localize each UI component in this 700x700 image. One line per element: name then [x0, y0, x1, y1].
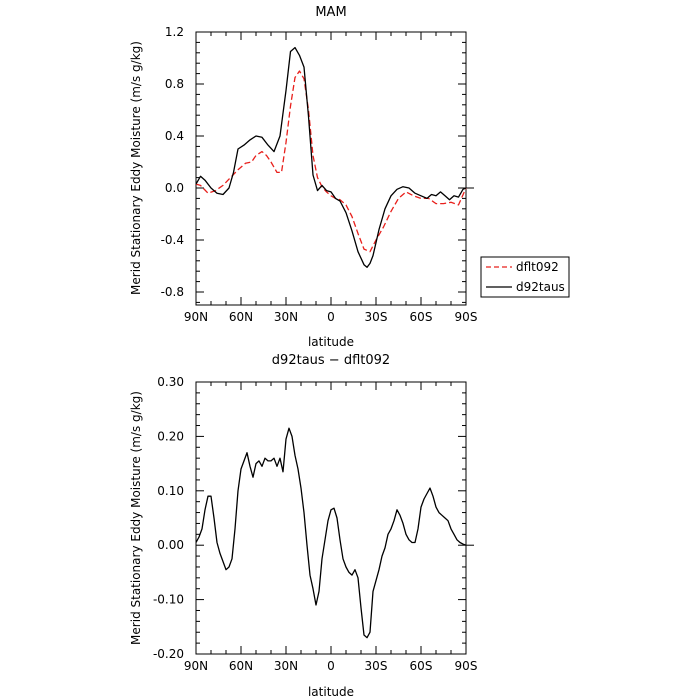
x-axis-label: latitude	[308, 335, 354, 349]
y-tick-label: 0.8	[165, 77, 184, 91]
y-axis-label: Merid Stationary Eddy Moisture (m/s g/kg…	[129, 391, 143, 645]
x-tick-label: 30S	[365, 659, 388, 673]
x-tick-label: 30S	[365, 310, 388, 324]
y-tick-label: 0.10	[157, 484, 184, 498]
x-tick-label: 30N	[274, 659, 298, 673]
y-tick-label: 0.4	[165, 129, 184, 143]
legend-label-dflt092: dflt092	[516, 260, 559, 274]
x-tick-label: 90N	[184, 659, 208, 673]
y-tick-label: -0.8	[161, 285, 184, 299]
x-tick-label: 0	[327, 659, 335, 673]
series-line-d92taus	[195, 46, 467, 268]
legend-label-d92taus: d92taus	[516, 280, 565, 294]
chart-mam: MAM Merid Stationary Eddy Moisture (m/s …	[129, 5, 570, 349]
x-tick-label: 90S	[455, 659, 478, 673]
y-tick-label: -0.4	[161, 233, 184, 247]
x-tick-label: 30N	[274, 310, 298, 324]
legend-box	[480, 256, 570, 298]
x-tick-label: 0	[327, 310, 335, 324]
y-tick-label: 0.20	[157, 429, 184, 443]
series-line-difference	[195, 427, 467, 639]
y-tick-label: 1.2	[165, 25, 184, 39]
x-tick-label: 90N	[184, 310, 208, 324]
y-tick-label: 0.0	[165, 181, 184, 195]
y-tick-label: -0.10	[153, 593, 184, 607]
chart-title: MAM	[315, 5, 346, 20]
x-tick-label: 60S	[410, 310, 433, 324]
x-tick-label: 90S	[455, 310, 478, 324]
x-tick-label: 60N	[229, 310, 253, 324]
plot-frame	[195, 31, 467, 306]
x-axis-label: latitude	[308, 685, 354, 699]
y-tick-label: 0.30	[157, 375, 184, 389]
series-line-dflt092	[195, 70, 467, 253]
legend: dflt092 d92taus	[480, 256, 570, 298]
y-axis-label: Merid Stationary Eddy Moisture (m/s g/kg…	[129, 41, 143, 295]
x-tick-label: 60S	[410, 659, 433, 673]
y-tick-label: 0.00	[157, 538, 184, 552]
chart-difference: d92taus − dflt092 Merid Stationary Eddy …	[129, 353, 477, 699]
y-tick-label: -0.20	[153, 647, 184, 661]
x-tick-label: 60N	[229, 659, 253, 673]
chart-title: d92taus − dflt092	[272, 353, 390, 368]
